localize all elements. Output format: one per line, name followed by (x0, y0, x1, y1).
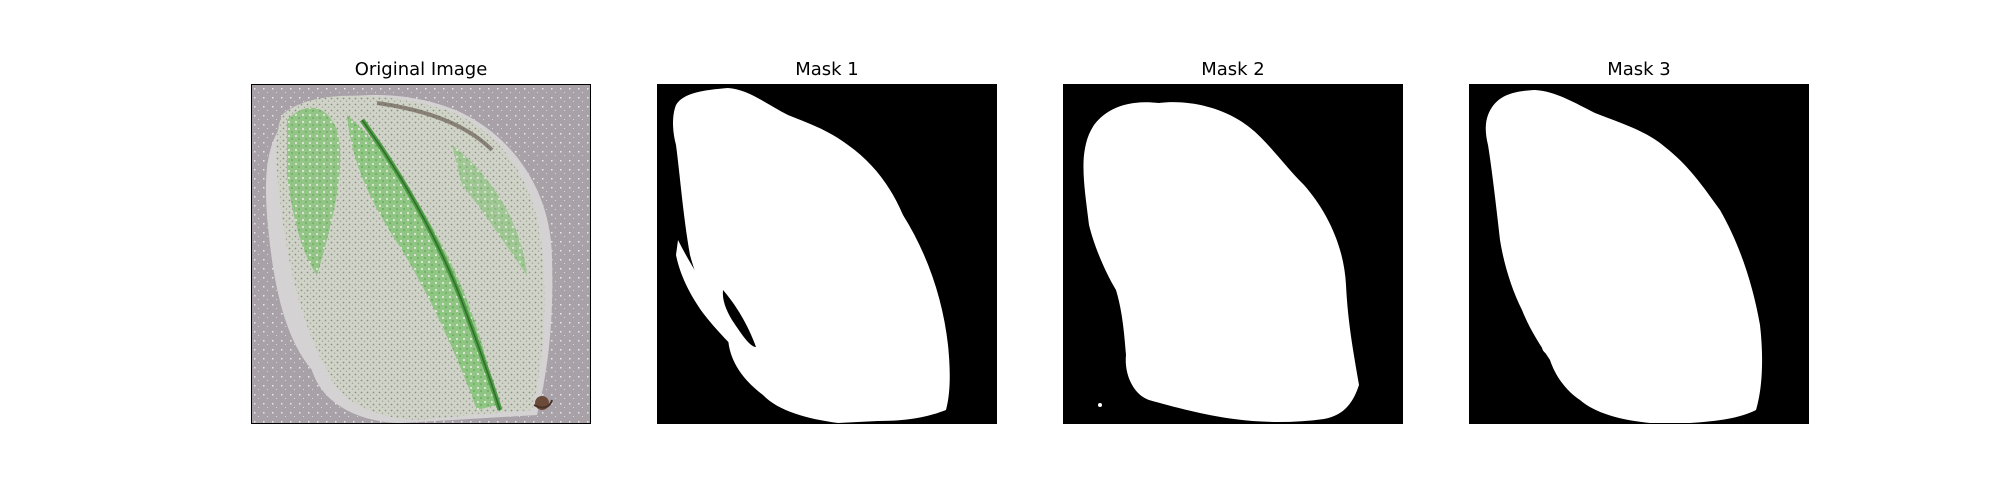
mask-1-title: Mask 1 (795, 59, 859, 80)
mask-2-panel: Mask 2 (1063, 56, 1403, 424)
mask-2 (1064, 85, 1402, 423)
mask-2-title: Mask 2 (1201, 59, 1265, 80)
original-image-panel: Original Image (251, 56, 591, 424)
mask-3-title: Mask 3 (1607, 59, 1671, 80)
mask-1-image (657, 84, 997, 424)
mask-3-image (1469, 84, 1809, 424)
mask-1 (658, 85, 996, 423)
mask-3-panel: Mask 3 (1469, 56, 1809, 424)
original-image-title: Original Image (354, 59, 488, 80)
mask-1-panel: Mask 1 (657, 56, 997, 424)
mask-2-image (1063, 84, 1403, 424)
mask-3 (1470, 85, 1808, 423)
original-image (251, 84, 591, 424)
leaf-photo (252, 85, 590, 423)
